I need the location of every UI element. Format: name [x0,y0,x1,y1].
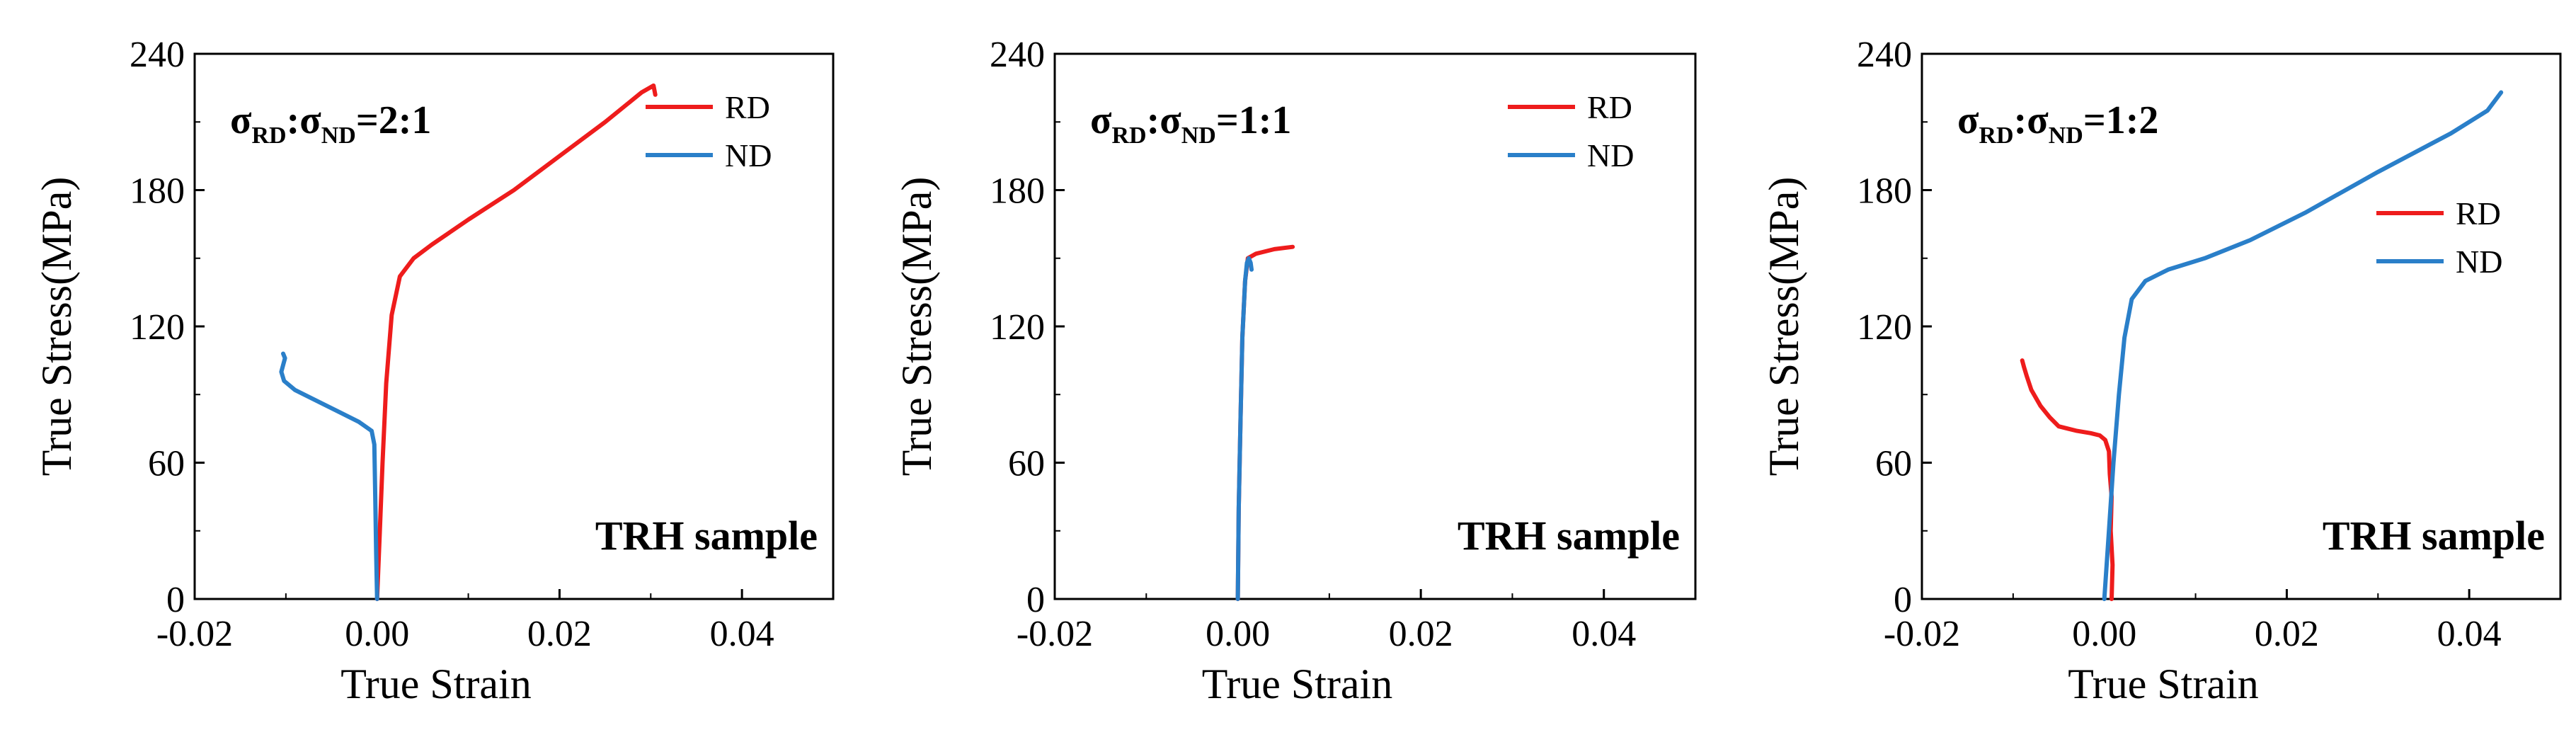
y-tick-label: 180 [990,171,1045,212]
legend-label-rd: RD [1587,89,1632,125]
y-tick-label: 240 [1857,35,1912,75]
annotation-text: σ [1160,98,1181,142]
chart-panel-3: -0.02 0.00 0.02 0.04 0 60 120 180 240 True Strain… [1761,35,2562,707]
y-tick-label: 60 [1008,444,1045,484]
y-tick-label: 0 [1894,580,1912,620]
y-axis-label: True Stress(MPa) [893,177,940,476]
y-tick-label: 180 [130,171,185,212]
legend-label-nd: ND [1587,137,1634,173]
annotation-text: σ [1957,98,1979,142]
annotation-text: =2:1 [356,98,432,142]
series-line-rd [2020,358,2115,601]
x-tick-label: 0.02 [2255,614,2319,654]
y-tick-label: 60 [1875,444,1912,484]
annotation-text: : [2014,98,2027,142]
series-line-nd [2102,90,2504,601]
annotation-subscript: ND [321,122,356,149]
annotation-subscript: RD [1111,122,1146,149]
stress-ratio-annotation: σRD​:σND​=1:2 [1957,98,2158,149]
legend-label-nd: ND [2456,244,2502,280]
y-tick-label: 0 [1026,580,1045,620]
sample-label: TRH sample [2323,513,2545,559]
x-tick-label: 0.04 [710,614,774,654]
annotation-text: σ [230,98,252,142]
y-tick-label: 120 [130,307,185,348]
y-tick-label: 120 [990,307,1045,348]
x-tick-label: 0.00 [2072,614,2136,654]
sample-label: TRH sample [1458,513,1680,559]
annotation-text: σ [2027,98,2049,142]
annotation-subscript: ND [1181,122,1216,149]
annotation-text: : [1147,98,1160,142]
series-line-nd [1235,256,1254,601]
y-tick-label: 240 [130,35,185,75]
x-axis-label: True Strain [1202,661,1392,707]
sample-label: TRH sample [595,513,818,559]
stress-ratio-annotation: σRD​:σND​=2:1 [230,98,431,149]
legend-label-rd: RD [725,89,770,125]
x-tick-label: 0.04 [2437,614,2502,654]
series-line-nd [279,351,379,601]
y-axis-label: True Stress(MPa) [33,177,80,476]
x-axis-label: True Strain [340,661,531,707]
x-tick-label: 0.00 [1206,614,1270,654]
x-tick-label: -0.02 [156,614,233,654]
annotation-subscript: RD [1979,122,2013,149]
x-tick-label: 0.00 [345,614,409,654]
x-tick-label: -0.02 [1017,614,1093,654]
y-tick-label: 240 [990,35,1045,75]
legend-label-rd: RD [2456,195,2501,232]
y-axis-label: True Stress(MPa) [1761,177,1807,476]
x-tick-label: 0.02 [527,614,592,654]
chart-panel-2: -0.02 0.00 0.02 0.04 0 60 120 180 240 True Strain… [893,35,1697,707]
annotation-text: =1:1 [1216,98,1292,142]
chart-panel-1: -0.02 0.00 0.02 0.04 0 60 120 180 240 True Strain… [33,35,835,707]
y-tick-label: 180 [1857,171,1912,212]
annotation-text: σ [299,98,321,142]
x-tick-label: 0.04 [1572,614,1636,654]
annotation-text: : [287,98,300,142]
series-line-rd [374,83,658,601]
y-tick-label: 0 [166,580,185,620]
annotation-subscript: ND [2049,122,2083,149]
x-tick-label: 0.02 [1389,614,1453,654]
y-tick-label: 120 [1857,307,1912,348]
annotation-text: =1:2 [2083,98,2159,142]
x-axis-label: True Strain [2068,661,2258,707]
x-tick-label: -0.02 [1884,614,1960,654]
annotation-subscript: RD [251,122,286,149]
legend-label-nd: ND [725,137,772,173]
annotation-text: σ [1090,98,1112,142]
stress-ratio-annotation: σRD​:σND​=1:1 [1090,98,1291,149]
y-tick-label: 60 [148,444,185,484]
